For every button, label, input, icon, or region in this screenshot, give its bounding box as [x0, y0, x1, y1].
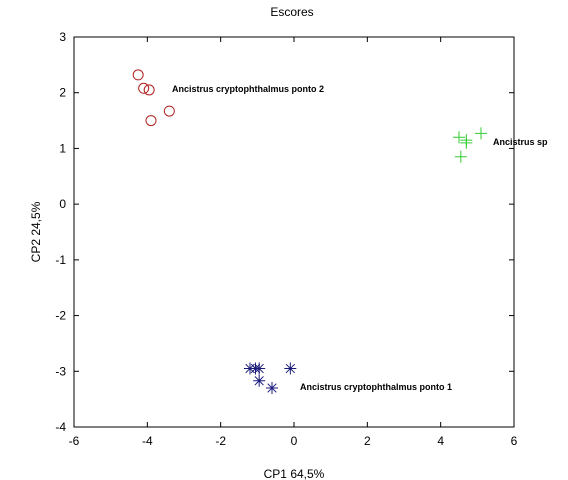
- series-annotation: Ancistrus sp: [493, 137, 548, 147]
- x-tick-label: -4: [142, 434, 153, 448]
- y-axis-label: CP2 24,5%: [29, 201, 43, 262]
- y-tick-label: 0: [59, 197, 66, 211]
- series-annotation: Ancistrus cryptophthalmus ponto 1: [300, 382, 452, 392]
- x-tick-label: 4: [437, 434, 444, 448]
- y-tick-label: 2: [59, 86, 66, 100]
- data-point: [460, 136, 473, 149]
- data-point: [145, 115, 157, 127]
- data-point: [132, 69, 144, 81]
- data-marks: [132, 69, 487, 394]
- x-tick-label: 6: [511, 434, 518, 448]
- y-tick-label: -4: [55, 420, 66, 434]
- x-tick-label: 2: [364, 434, 371, 448]
- x-tick-label: -2: [215, 434, 226, 448]
- x-tick-label: -6: [69, 434, 80, 448]
- y-tick-label: -1: [55, 253, 66, 267]
- y-tick-label: 1: [59, 141, 66, 155]
- data-point: [253, 362, 266, 375]
- plot-frame: [73, 36, 515, 428]
- y-tick-label: -2: [55, 309, 66, 323]
- data-point: [453, 131, 465, 144]
- series-2: [453, 127, 487, 163]
- series-3: [244, 362, 297, 394]
- y-tick-label: -3: [55, 364, 66, 378]
- data-point: [266, 382, 278, 394]
- series-annotation: Ancistrus cryptophthalmus ponto 2: [172, 84, 324, 94]
- x-axis-label: CP1 64,5%: [264, 467, 325, 480]
- data-point: [253, 374, 266, 387]
- x-tick-label: 0: [291, 434, 298, 448]
- y-tick-label: 3: [59, 30, 66, 44]
- annotations: Ancistrus cryptophthalmus ponto 2 Ancistr…: [172, 84, 548, 392]
- chart-title: Escores: [270, 5, 313, 19]
- data-point: [143, 84, 155, 96]
- series-1: [132, 69, 175, 127]
- data-point: [163, 105, 175, 117]
- data-point: [454, 150, 467, 163]
- data-point: [284, 362, 297, 375]
- data-point: [138, 82, 150, 94]
- data-point: [475, 127, 487, 140]
